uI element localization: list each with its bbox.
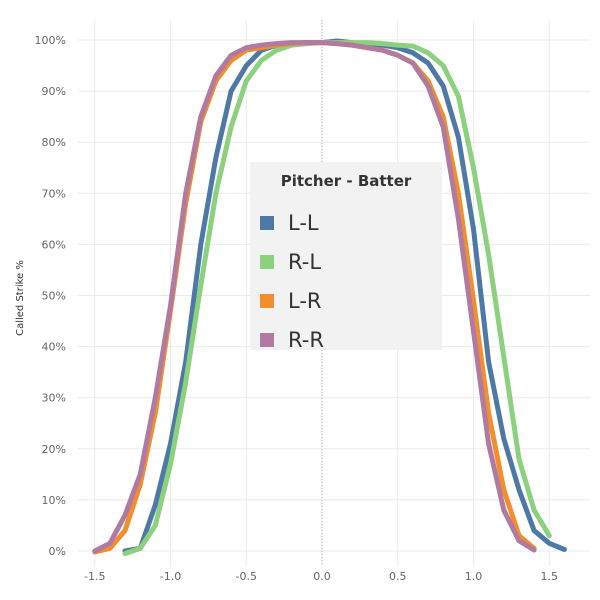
y-tick-label: 100%	[35, 34, 66, 47]
y-tick-label: 20%	[42, 443, 66, 456]
x-axis-ticks: -1.5 -1.0 -0.5 0.0 0.5 1.0 1.5	[84, 570, 558, 583]
legend-swatch	[260, 255, 274, 269]
x-tick-label: 1.0	[465, 570, 483, 583]
legend-title: Pitcher - Batter	[280, 172, 412, 190]
y-tick-label: 50%	[42, 290, 66, 303]
y-tick-label: 30%	[42, 392, 66, 405]
legend-swatch	[260, 294, 274, 308]
legend-swatch	[260, 216, 274, 230]
series-lines	[92, 38, 567, 557]
y-tick-label: 90%	[42, 85, 66, 98]
y-tick-label: 70%	[42, 187, 66, 200]
legend-label: L-L	[288, 211, 319, 235]
x-tick-label: 0.0	[313, 570, 331, 583]
y-tick-label: 40%	[42, 341, 66, 354]
x-tick-label: 0.5	[389, 570, 407, 583]
legend-label: R-L	[288, 250, 322, 274]
y-axis-ticks: 0% 10% 20% 30% 40% 50% 60% 70% 80% 90% 100%	[35, 34, 66, 558]
y-tick-label: 80%	[42, 136, 66, 149]
x-tick-label: 1.5	[541, 570, 559, 583]
series-line-r-r	[92, 40, 537, 554]
legend-item-l-l: L-L	[260, 208, 319, 238]
legend-item-r-l: R-L	[260, 247, 321, 277]
legend-item-l-r: L-R	[260, 286, 322, 316]
y-axis-label: Called Strike %	[15, 260, 26, 336]
x-tick-label: -1.5	[84, 570, 105, 583]
y-tick-label: 10%	[42, 494, 66, 507]
x-tick-label: -0.5	[236, 570, 257, 583]
x-tick-label: -1.0	[160, 570, 181, 583]
legend: Pitcher - Batter L-L R-L L-R R-R	[250, 162, 442, 352]
legend-swatch	[260, 333, 274, 347]
y-tick-label: 60%	[42, 238, 66, 251]
legend-item-r-r: R-R	[260, 325, 324, 355]
legend-label: L-R	[288, 289, 322, 313]
y-tick-label: 0%	[49, 545, 66, 558]
legend-label: R-R	[288, 328, 324, 352]
